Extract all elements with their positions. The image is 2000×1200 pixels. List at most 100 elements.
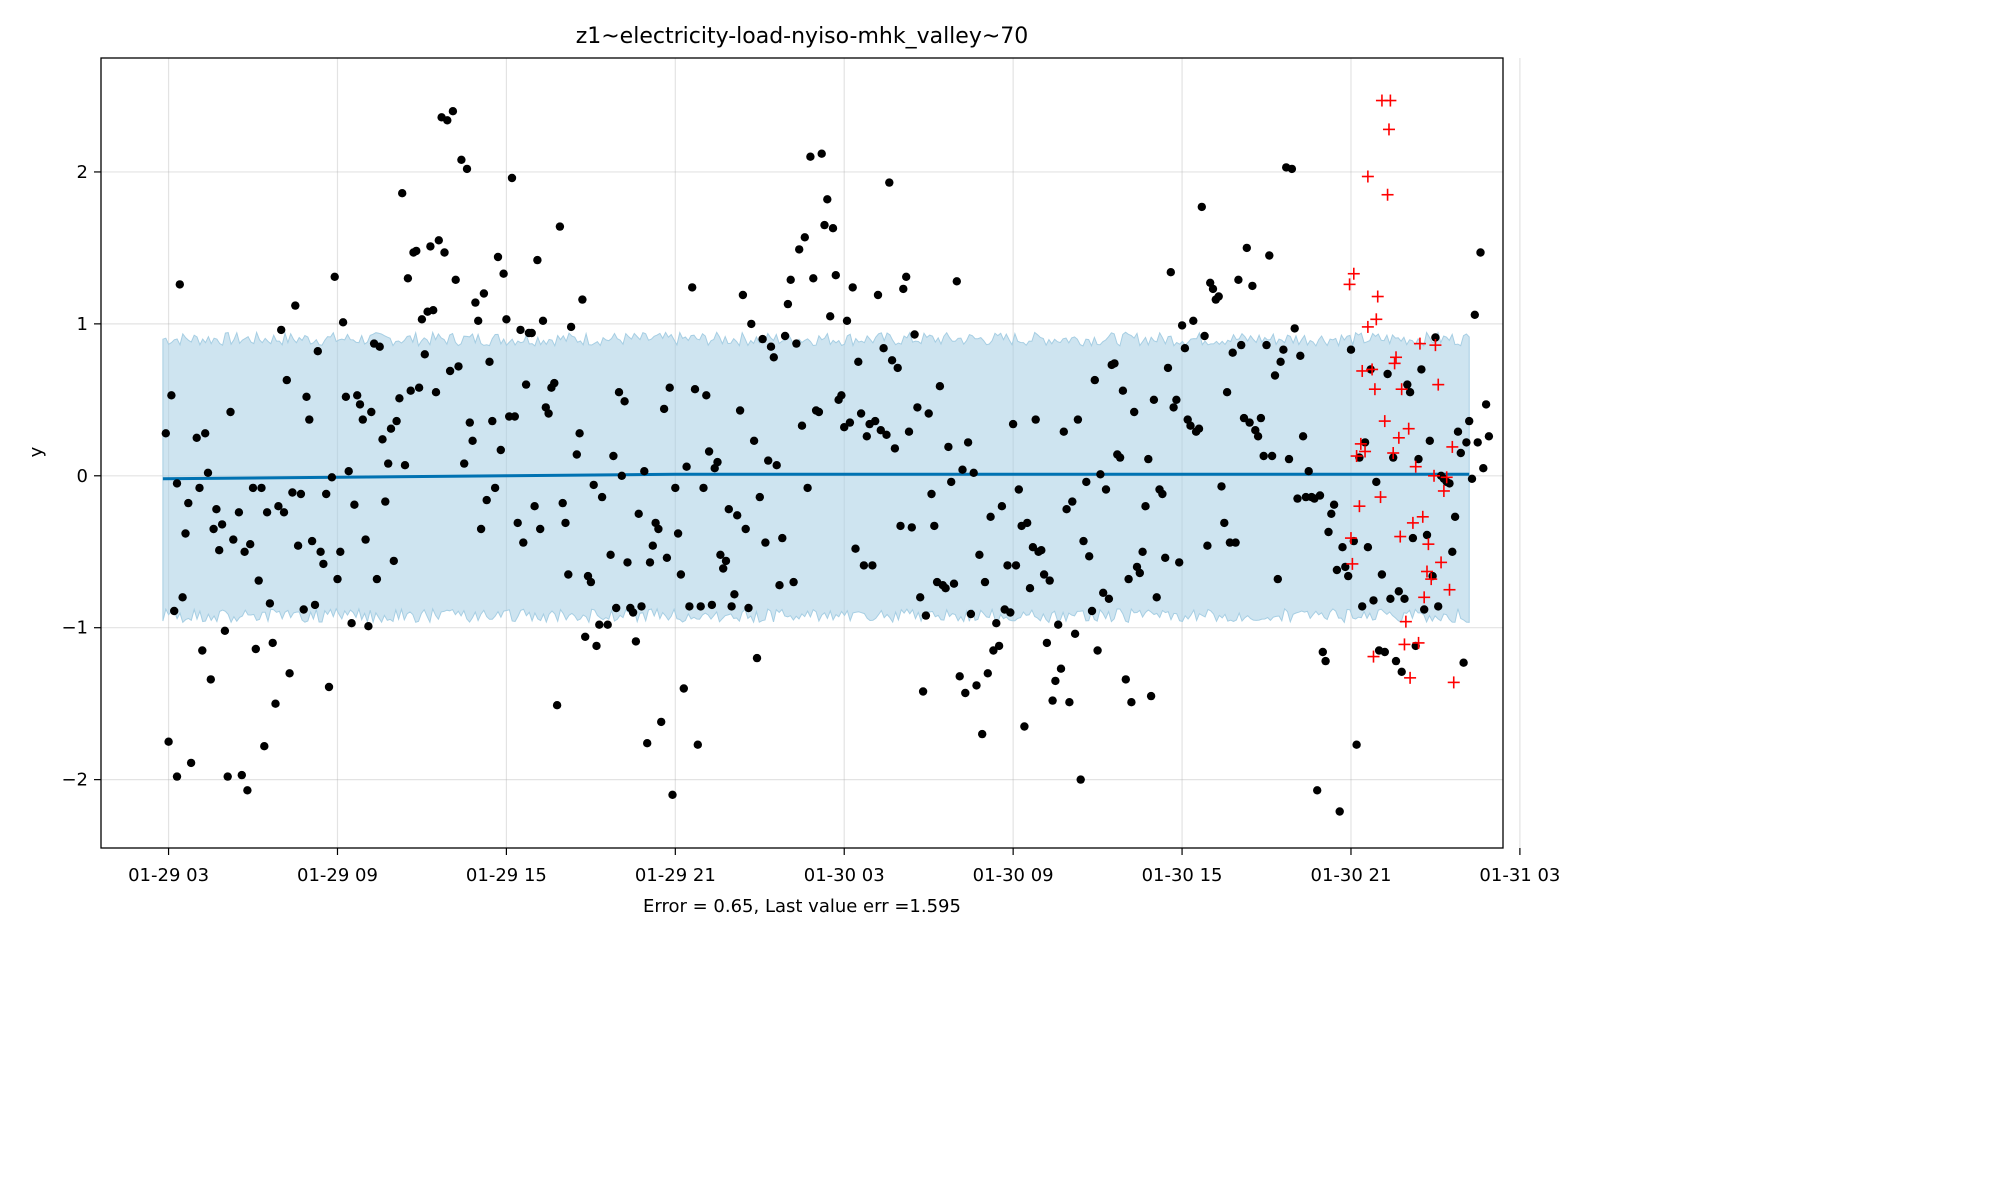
x-tick-label: 01-30 15: [1142, 865, 1223, 886]
observed-point: [924, 409, 933, 418]
observed-point: [989, 646, 998, 655]
observed-point: [552, 701, 562, 710]
observed-point: [254, 576, 263, 585]
observed-point: [462, 164, 472, 174]
observed-point: [381, 497, 390, 506]
observed-point: [803, 483, 812, 493]
observed-point: [671, 483, 680, 493]
observed-point: [384, 459, 393, 468]
y-axis-label: y: [26, 446, 47, 457]
observed-point: [873, 290, 883, 300]
observed-point: [902, 272, 911, 281]
observed-point: [490, 483, 500, 493]
observed-point: [606, 550, 615, 559]
observed-point: [826, 312, 835, 321]
observed-point: [1130, 407, 1139, 417]
observed-point: [1422, 530, 1432, 540]
observed-point: [868, 561, 877, 570]
observed-point: [170, 606, 179, 616]
observed-point: [1360, 438, 1370, 447]
observed-point: [769, 353, 778, 362]
observed-point: [175, 280, 184, 289]
observed-point: [978, 729, 987, 739]
observed-point: [361, 535, 370, 544]
observed-point: [445, 366, 455, 376]
observed-point: [1467, 474, 1477, 483]
observed-point: [1346, 345, 1356, 354]
x-tick-label: 01-29 09: [297, 865, 378, 886]
observed-point: [454, 362, 463, 371]
observed-point: [1481, 400, 1491, 409]
observed-point: [412, 246, 421, 256]
observed-point: [212, 505, 221, 514]
observed-point: [817, 149, 826, 158]
observed-point: [1453, 427, 1463, 436]
observed-point: [755, 492, 764, 502]
observed-point: [260, 742, 269, 751]
observed-point: [1056, 664, 1066, 673]
x-tick-label: 01-30 21: [1311, 865, 1392, 886]
observed-point: [840, 423, 849, 432]
actual-future-points: [1343, 94, 1460, 689]
actual-future-point: [1422, 538, 1435, 551]
x-tick-label: 01-29 15: [466, 865, 547, 886]
observed-point: [367, 407, 376, 417]
observed-point: [1358, 602, 1367, 611]
observed-point: [327, 473, 337, 482]
actual-future-point: [1353, 500, 1366, 513]
observed-point: [1101, 485, 1111, 494]
observed-point: [1025, 584, 1035, 593]
actual-future-point: [1392, 431, 1405, 444]
observed-point: [1169, 403, 1178, 412]
observed-point: [1425, 436, 1435, 445]
x-tick-label: 01-30 03: [804, 865, 885, 886]
observed-point: [887, 356, 897, 365]
observed-point: [885, 178, 894, 187]
observed-point: [775, 581, 784, 590]
observed-point: [178, 593, 187, 602]
observed-point: [1470, 310, 1480, 319]
observed-point: [291, 301, 300, 310]
observed-point: [947, 477, 956, 487]
observed-point: [851, 544, 860, 553]
observed-point: [944, 442, 953, 452]
observed-point: [1448, 547, 1457, 556]
observed-point: [1096, 470, 1105, 479]
observed-point: [203, 468, 213, 477]
observed-point: [195, 483, 204, 493]
observed-point: [246, 540, 255, 549]
observed-point: [862, 432, 871, 441]
observed-point: [994, 641, 1004, 651]
observed-point: [786, 275, 795, 284]
actual-future-point: [1432, 378, 1445, 391]
observed-point: [1138, 547, 1147, 556]
observed-point: [1391, 656, 1401, 666]
observed-point: [1341, 562, 1350, 572]
observed-point: [305, 415, 314, 424]
observed-point: [1059, 427, 1069, 436]
observed-point: [1321, 656, 1330, 666]
observed-point: [1180, 344, 1190, 353]
actual-future-point: [1413, 337, 1426, 350]
observed-point: [780, 331, 790, 341]
observed-point: [1335, 807, 1344, 816]
observed-point: [682, 462, 691, 471]
observed-point: [766, 342, 776, 351]
observed-point: [186, 758, 196, 768]
observed-point: [1369, 596, 1378, 605]
actual-future-point: [1361, 170, 1374, 183]
observed-point: [296, 489, 306, 499]
observed-point: [966, 609, 976, 619]
observed-point: [558, 498, 567, 508]
observed-point: [1203, 541, 1212, 550]
observed-point: [1237, 340, 1246, 350]
actual-future-point: [1378, 415, 1391, 428]
observed-point: [586, 577, 596, 587]
chart: z1~electricity-load-nyiso-mhk_valley~70 …: [26, 24, 1560, 917]
observed-point: [237, 770, 246, 780]
observed-point: [516, 325, 525, 335]
observed-point: [434, 236, 443, 245]
observed-point: [1115, 453, 1125, 462]
observed-point: [1276, 357, 1285, 366]
observed-point: [251, 644, 260, 654]
